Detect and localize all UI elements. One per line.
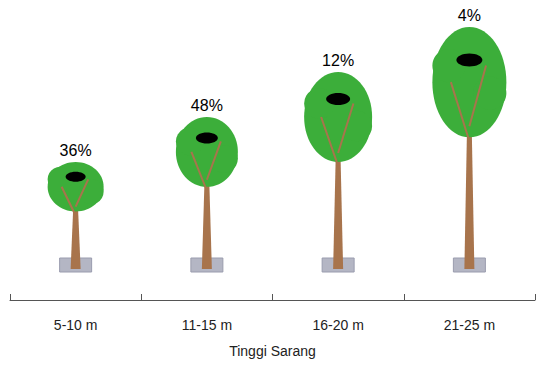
svg-text:5-10 m: 5-10 m xyxy=(54,317,98,333)
svg-text:12%: 12% xyxy=(322,52,354,69)
svg-text:11-15 m: 11-15 m xyxy=(182,317,232,333)
svg-text:16-20 m: 16-20 m xyxy=(312,317,363,333)
svg-text:21-25 m: 21-25 m xyxy=(444,317,495,333)
svg-text:4%: 4% xyxy=(458,7,481,24)
svg-text:36%: 36% xyxy=(60,142,92,159)
svg-text:Tinggi Sarang: Tinggi Sarang xyxy=(229,343,316,359)
svg-text:48%: 48% xyxy=(191,97,223,114)
